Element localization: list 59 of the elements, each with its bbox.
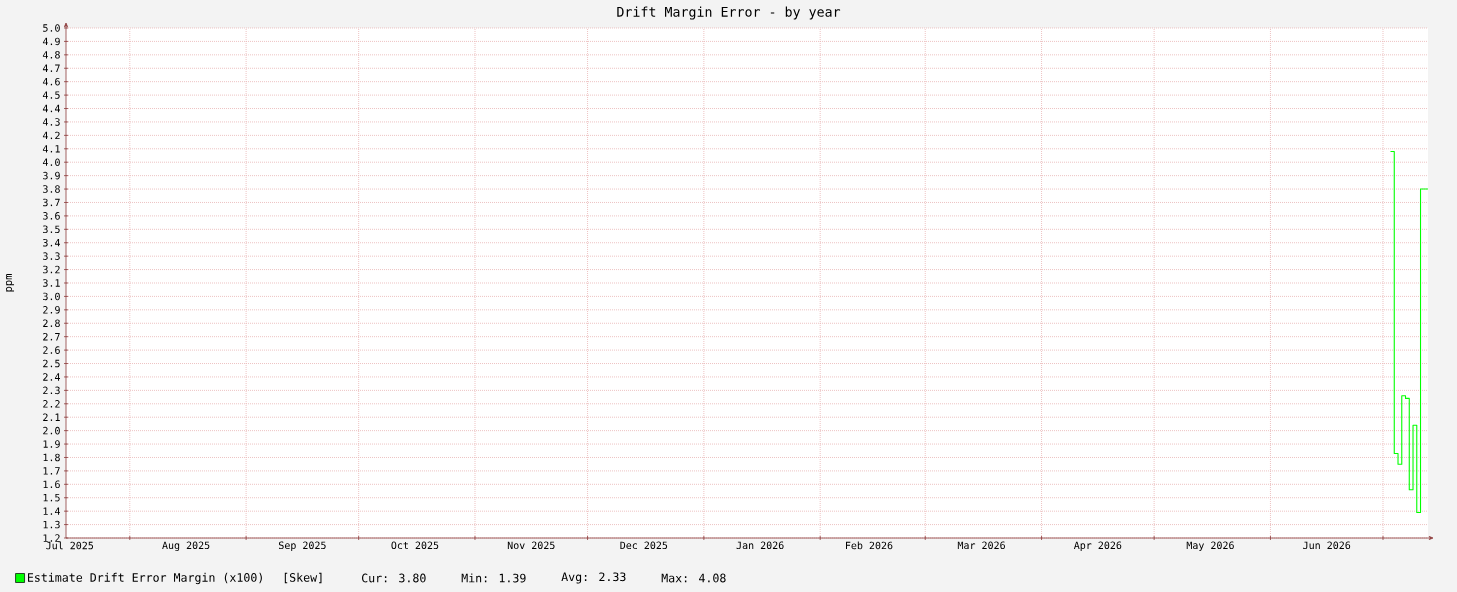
text: Max: 4.08 — [661, 573, 726, 583]
y-tick-label: 1.4 — [43, 507, 60, 515]
y-tick-label: 2.8 — [43, 319, 60, 328]
y-tick-label: 2.1 — [43, 413, 60, 421]
x-tick-label: Mar 2026 — [957, 541, 1005, 550]
x-tick-label: Sep 2025 — [278, 541, 326, 552]
x-tick-label: Apr 2026 — [1073, 541, 1122, 552]
y-tick-label: 1.6 — [43, 480, 60, 489]
x-tick-label: Oct 2025 — [391, 541, 439, 550]
y-tick-label: 3.0 — [43, 292, 60, 301]
y-tick-label: 2.5 — [43, 359, 60, 368]
y-tick-label: 3.4 — [43, 238, 60, 247]
y-tick-label: 2.9 — [43, 306, 60, 314]
y-tick-label: 4.4 — [42, 104, 60, 113]
x-tick-label: May 2026 — [1186, 541, 1234, 552]
y-tick-label: 1.3 — [43, 520, 60, 529]
y-tick-label: 3.1 — [43, 279, 60, 287]
x-tick-label: Jul 2025 — [46, 541, 94, 550]
x-tick-label: Aug 2025 — [162, 541, 210, 552]
y-tick-label: 3.7 — [43, 198, 60, 207]
y-tick-label: 1.5 — [43, 494, 60, 502]
text: Cur: 3.80 — [361, 573, 426, 583]
y-tick-label: 2.2 — [43, 400, 60, 408]
y-tick-label: 3.8 — [43, 185, 60, 193]
y-tick-label: 4.3 — [42, 118, 60, 126]
y-tick-label: 3.9 — [43, 171, 60, 180]
y-tick-label: 4.0 — [42, 158, 60, 166]
y-tick-label: 4.2 — [42, 131, 60, 140]
y-tick-label: 3.2 — [43, 265, 60, 274]
y-tick-label: 4.5 — [42, 91, 60, 99]
y-tick-label: 4.8 — [42, 51, 60, 59]
text: Min: 1.39 — [461, 573, 526, 583]
x-tick-label: Feb 2026 — [846, 541, 893, 550]
y-tick-label: 4.7 — [42, 64, 60, 72]
y-tick-label: 4.6 — [42, 77, 60, 86]
y-tick-label: 2.4 — [43, 373, 60, 381]
x-tick-label: Nov 2025 — [507, 541, 555, 550]
y-tick-label: 5.0 — [43, 24, 60, 32]
y-tick-label: 2.7 — [43, 332, 60, 341]
y-tick-label: 1.2 — [43, 534, 60, 542]
y-tick-label: 4.9 — [42, 37, 60, 46]
x-tick-label: Jan 2026 — [736, 541, 784, 550]
y-tick-label: 1.7 — [43, 467, 60, 475]
y-tick-label: 2.6 — [43, 346, 60, 354]
chart-title: Drift Margin Error - by year — [617, 6, 841, 20]
y-tick-label: 4.1 — [42, 145, 60, 153]
y-axis-title: ppm — [5, 274, 15, 292]
x-tick-label: Dec 2025 — [620, 541, 668, 550]
y-tick-label: 3.3 — [43, 252, 60, 260]
y-tick-label: 2.0 — [43, 426, 60, 435]
text: [Skew] — [284, 572, 322, 584]
y-tick-label: 3.6 — [43, 212, 60, 220]
y-tick-label: 3.5 — [43, 225, 60, 234]
y-tick-label: 1.9 — [43, 440, 60, 448]
legend-label: Estimate Drift Error Margin (x100) — [28, 572, 262, 585]
x-tick-label: Jun 2026 — [1303, 541, 1351, 550]
y-tick-label: 1.8 — [43, 453, 60, 462]
y-tick-label: 2.3 — [43, 386, 60, 395]
text: Avg: 2.33 — [561, 572, 626, 584]
